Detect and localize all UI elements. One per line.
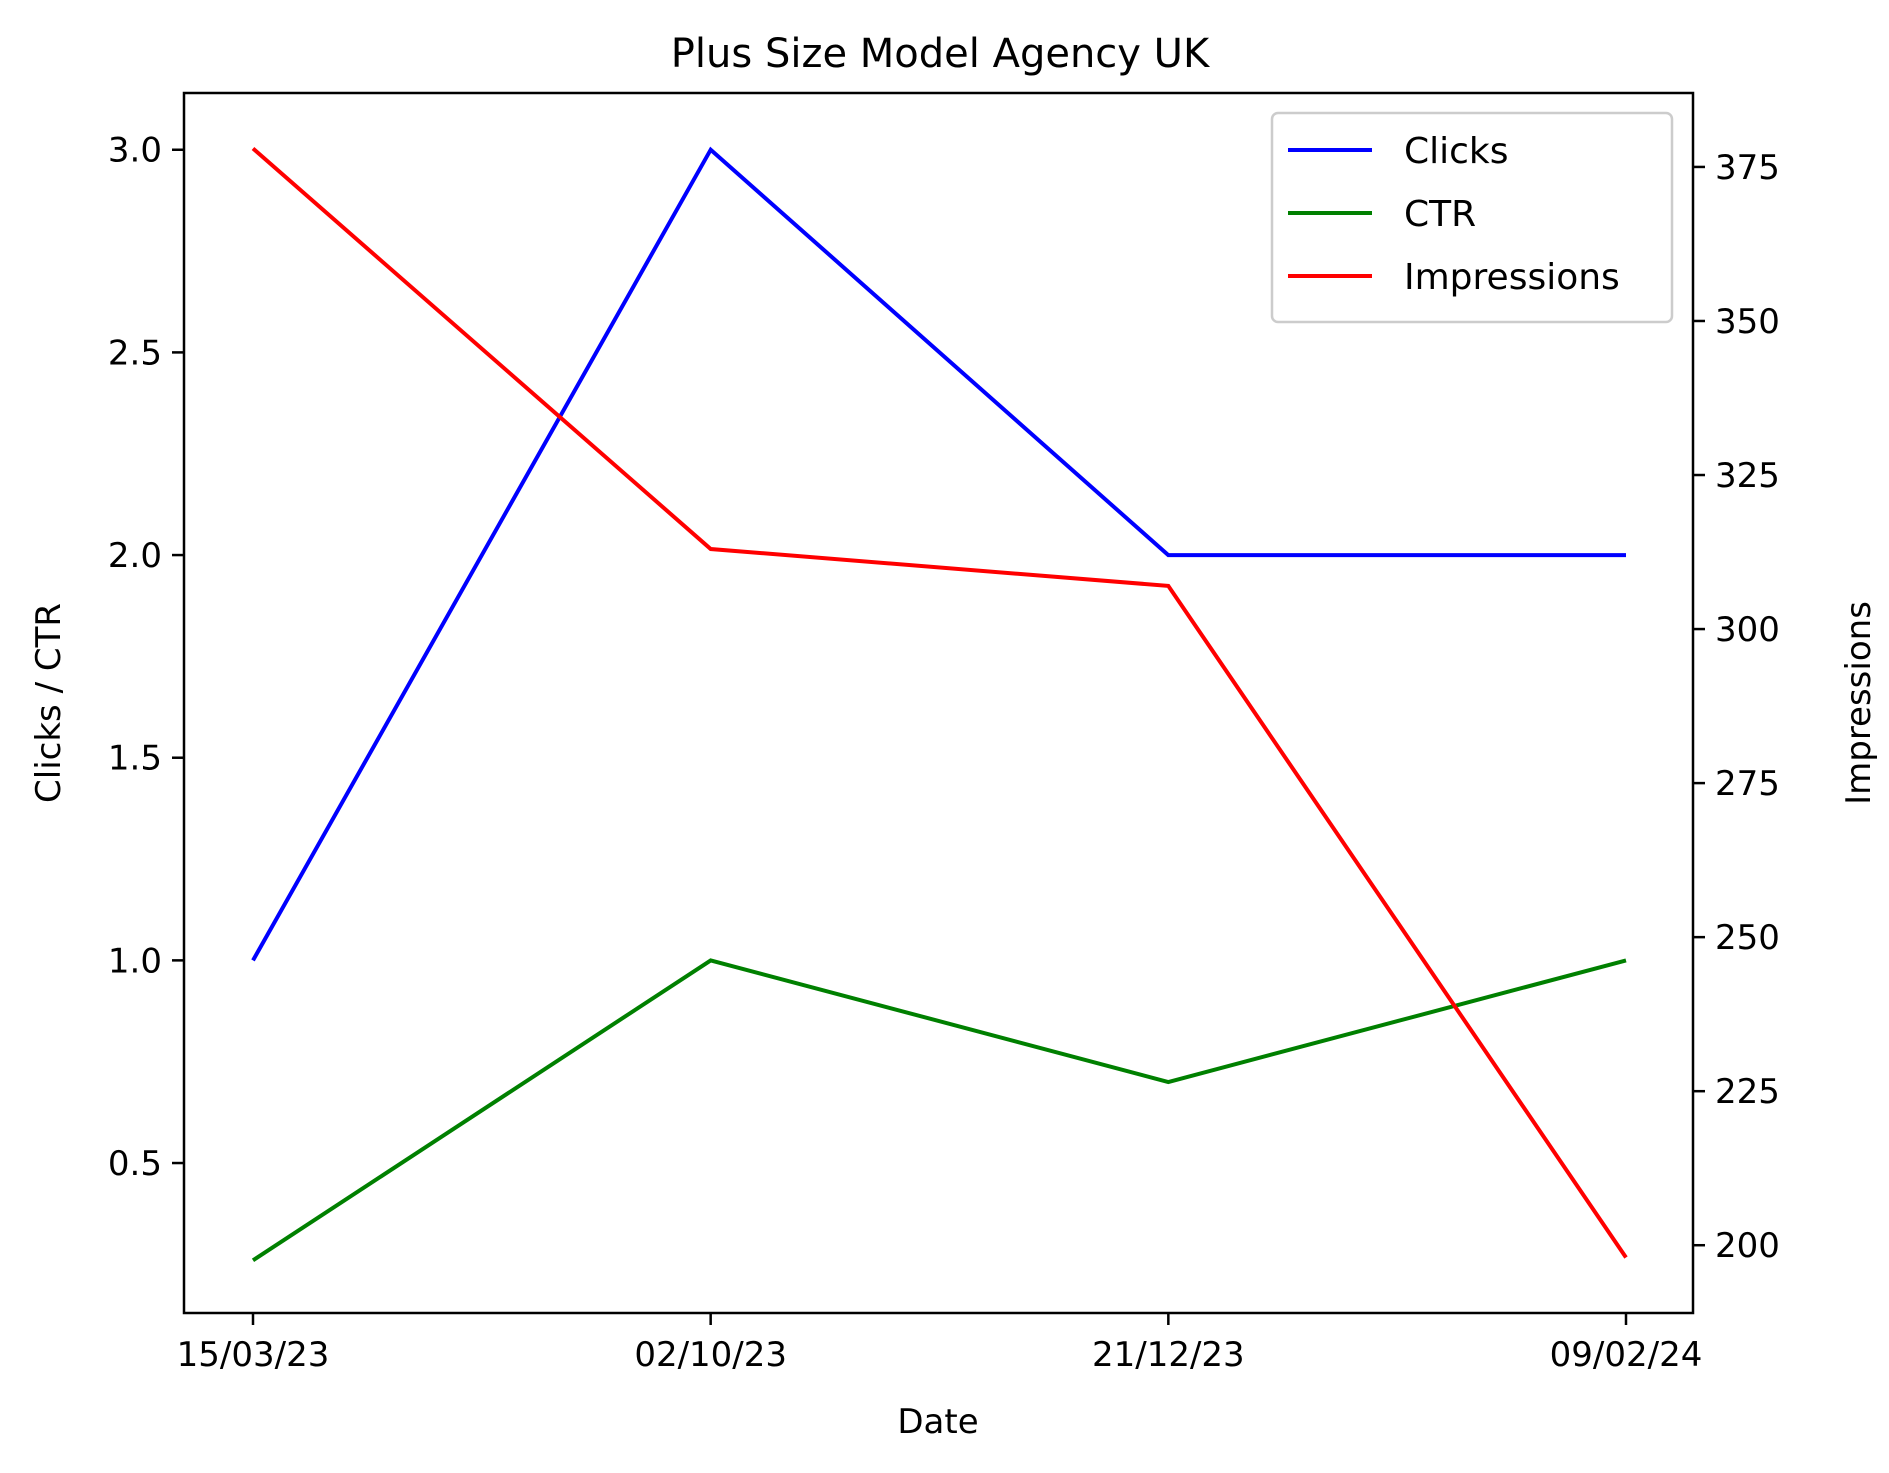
x-axis: 15/03/23 02/10/23 21/12/23 09/02/24 xyxy=(177,1313,1703,1375)
right-axis: 200 225 250 275 300 325 350 375 xyxy=(1693,148,1780,1266)
right-axis-label: Impressions xyxy=(1839,601,1879,805)
right-tick-label: 250 xyxy=(1715,918,1780,958)
legend-label-clicks: Clicks xyxy=(1404,131,1509,172)
legend-label-ctr: CTR xyxy=(1404,194,1476,235)
x-tick-label: 21/12/23 xyxy=(1092,1335,1245,1375)
series-layer xyxy=(251,146,1628,1262)
right-tick-label: 300 xyxy=(1715,610,1780,650)
plot-frame xyxy=(182,91,1695,1315)
x-tick-label: 09/02/24 xyxy=(1550,1335,1703,1375)
left-axis-label: Clicks / CTR xyxy=(29,603,69,803)
right-tick-label: 350 xyxy=(1715,302,1780,342)
series-line-impressions xyxy=(251,146,1628,1259)
x-axis-label: Date xyxy=(897,1402,978,1442)
chart-title: Plus Size Model Agency UK xyxy=(671,31,1211,77)
series-line-ctr xyxy=(251,958,1627,1262)
x-tick-label: 15/03/23 xyxy=(177,1335,330,1375)
right-tick-label: 225 xyxy=(1715,1072,1780,1112)
x-tick-label: 02/10/23 xyxy=(634,1335,787,1375)
right-tick-label: 375 xyxy=(1715,148,1780,188)
legend: Clicks CTR Impressions xyxy=(1270,111,1674,324)
left-tick-label: 2.5 xyxy=(108,333,162,373)
right-tick-label: 275 xyxy=(1715,764,1780,804)
series-line-clicks xyxy=(251,146,1626,962)
left-tick-label: 2.0 xyxy=(108,536,162,576)
right-tick-label: 325 xyxy=(1715,456,1780,496)
left-tick-label: 3.0 xyxy=(108,131,162,171)
legend-box xyxy=(1270,111,1674,324)
left-tick-label: 0.5 xyxy=(108,1144,162,1184)
legend-label-impressions: Impressions xyxy=(1404,257,1620,298)
right-tick-label: 200 xyxy=(1715,1226,1780,1266)
left-tick-label: 1.5 xyxy=(108,739,162,779)
left-axis: 0.5 1.0 1.5 2.0 2.5 3.0 xyxy=(108,131,184,1184)
left-tick-label: 1.0 xyxy=(108,941,162,981)
